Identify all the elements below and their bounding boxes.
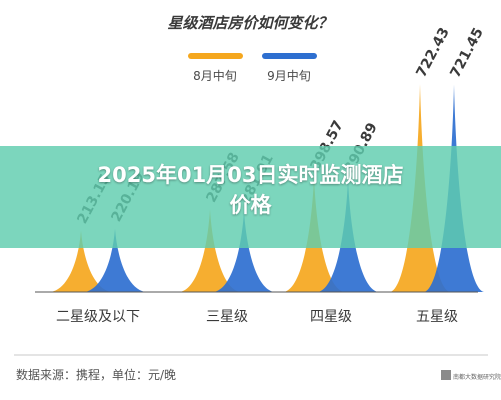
chart-title: 星级酒店房价如何变化？: [167, 14, 332, 32]
x-tick-label-1: 二星级及以下: [56, 309, 140, 325]
peak-1-1: [51, 230, 111, 292]
headline-banner: [0, 146, 501, 248]
peak-1-2: [180, 209, 240, 292]
x-tick-label-3: 四星级: [310, 309, 352, 325]
x-tick-labels: 二星级及以下 三星级 四星级 五星级: [56, 309, 458, 325]
headline: 2025年01月03日实时监测酒店 价格: [0, 160, 501, 220]
peak-2-1: [85, 228, 145, 292]
logo-text: 南都大数据研究院: [453, 373, 501, 381]
headline-line-1: 2025年01月03日实时监测酒店: [97, 163, 404, 187]
source-note: 数据来源：携程，单位：元/晚: [16, 367, 176, 382]
legend-label-1: 8月中旬: [193, 68, 237, 83]
legend-label-2: 9月中旬: [267, 68, 311, 83]
headline-line-2: 价格: [229, 193, 272, 217]
legend-swatch-2: [262, 53, 317, 59]
logo-mark: [441, 370, 451, 380]
legend: 8月中旬 9月中旬: [188, 53, 317, 83]
x-tick-label-2: 三星级: [206, 309, 248, 325]
x-tick-label-4: 五星级: [416, 309, 458, 325]
peak-2-2: [214, 210, 274, 292]
value-label-2-4: 721.45: [447, 25, 486, 80]
publisher-logo: 南都大数据研究院: [441, 370, 501, 381]
legend-swatch-1: [188, 53, 243, 59]
